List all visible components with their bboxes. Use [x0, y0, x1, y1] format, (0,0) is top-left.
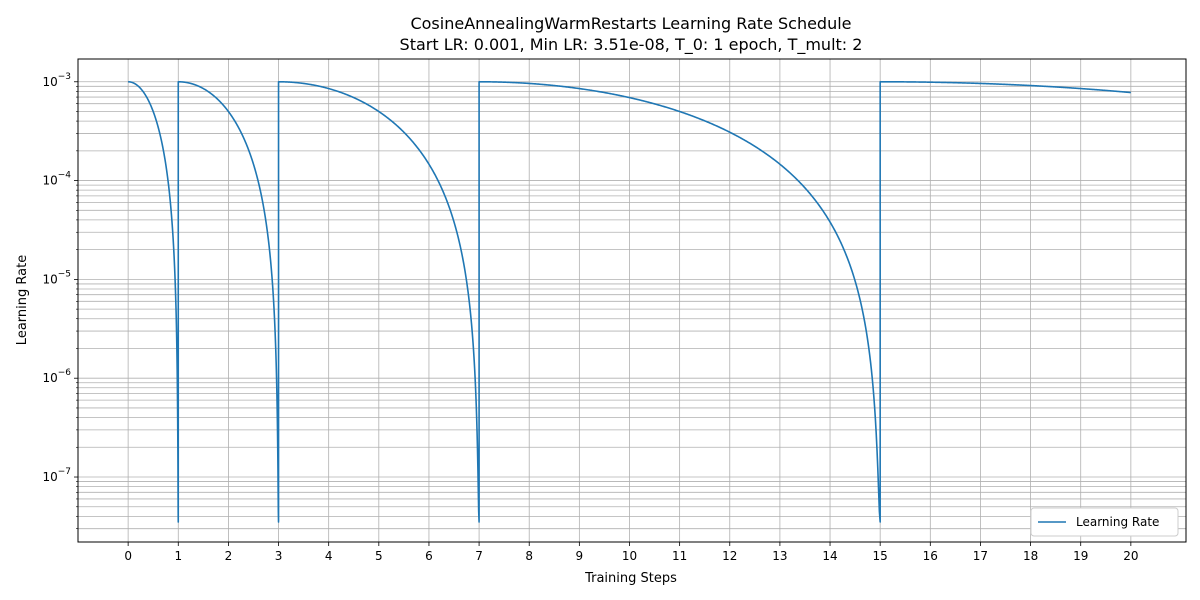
y-tick-label: 10−7 — [42, 467, 71, 484]
x-tick-label: 16 — [923, 549, 938, 563]
x-tick-label: 7 — [475, 549, 483, 563]
x-tick-label: 1 — [174, 549, 182, 563]
series-line-learning-rate — [127, 80, 1132, 523]
x-tick-label: 15 — [873, 549, 888, 563]
legend: Learning Rate — [1030, 507, 1179, 537]
y-tick-label: 10−6 — [42, 368, 71, 385]
x-tick-label: 3 — [275, 549, 283, 563]
x-tick-label: 5 — [375, 549, 383, 563]
x-tick-label: 4 — [325, 549, 333, 563]
x-tick-label: 0 — [124, 549, 132, 563]
x-tick-label: 6 — [425, 549, 433, 563]
major-gridlines — [78, 59, 1186, 542]
y-tick-label: 10−5 — [42, 269, 71, 286]
x-tick-label: 13 — [772, 549, 787, 563]
legend-box — [1030, 507, 1179, 537]
x-tick-label: 9 — [576, 549, 584, 563]
y-axis-ticks: 10−7 10−6 10−5 10−4 10−3 — [42, 72, 78, 529]
x-tick-label: 19 — [1073, 549, 1088, 563]
x-tick-label: 14 — [822, 549, 837, 563]
chart-subtitle: Start LR: 0.001, Min LR: 3.51e-08, T_0: … — [400, 35, 863, 55]
x-axis-label: Training Steps — [584, 571, 677, 586]
y-axis-label: Learning Rate — [15, 255, 30, 345]
y-tick-label: 10−3 — [42, 72, 71, 89]
y-tick-label: 10−4 — [42, 171, 71, 188]
x-tick-label: 20 — [1123, 549, 1138, 563]
x-tick-label: 2 — [225, 549, 233, 563]
minor-gridlines — [78, 85, 1186, 530]
axes-frame — [77, 58, 1187, 543]
x-tick-label: 11 — [672, 549, 687, 563]
legend-label-learning-rate: Learning Rate — [1076, 515, 1159, 529]
x-axis-ticks: 0 1 2 3 4 5 6 7 8 9 10 11 12 13 14 15 16 17 18 19 20 — [124, 542, 1138, 563]
x-tick-label: 17 — [973, 549, 988, 563]
plot-area — [127, 80, 1132, 523]
chart-title: CosineAnnealingWarmRestarts Learning Rat… — [410, 14, 851, 33]
x-tick-label: 18 — [1023, 549, 1038, 563]
x-tick-label: 12 — [722, 549, 737, 563]
x-tick-label: 8 — [525, 549, 533, 563]
x-tick-label: 10 — [622, 549, 637, 563]
